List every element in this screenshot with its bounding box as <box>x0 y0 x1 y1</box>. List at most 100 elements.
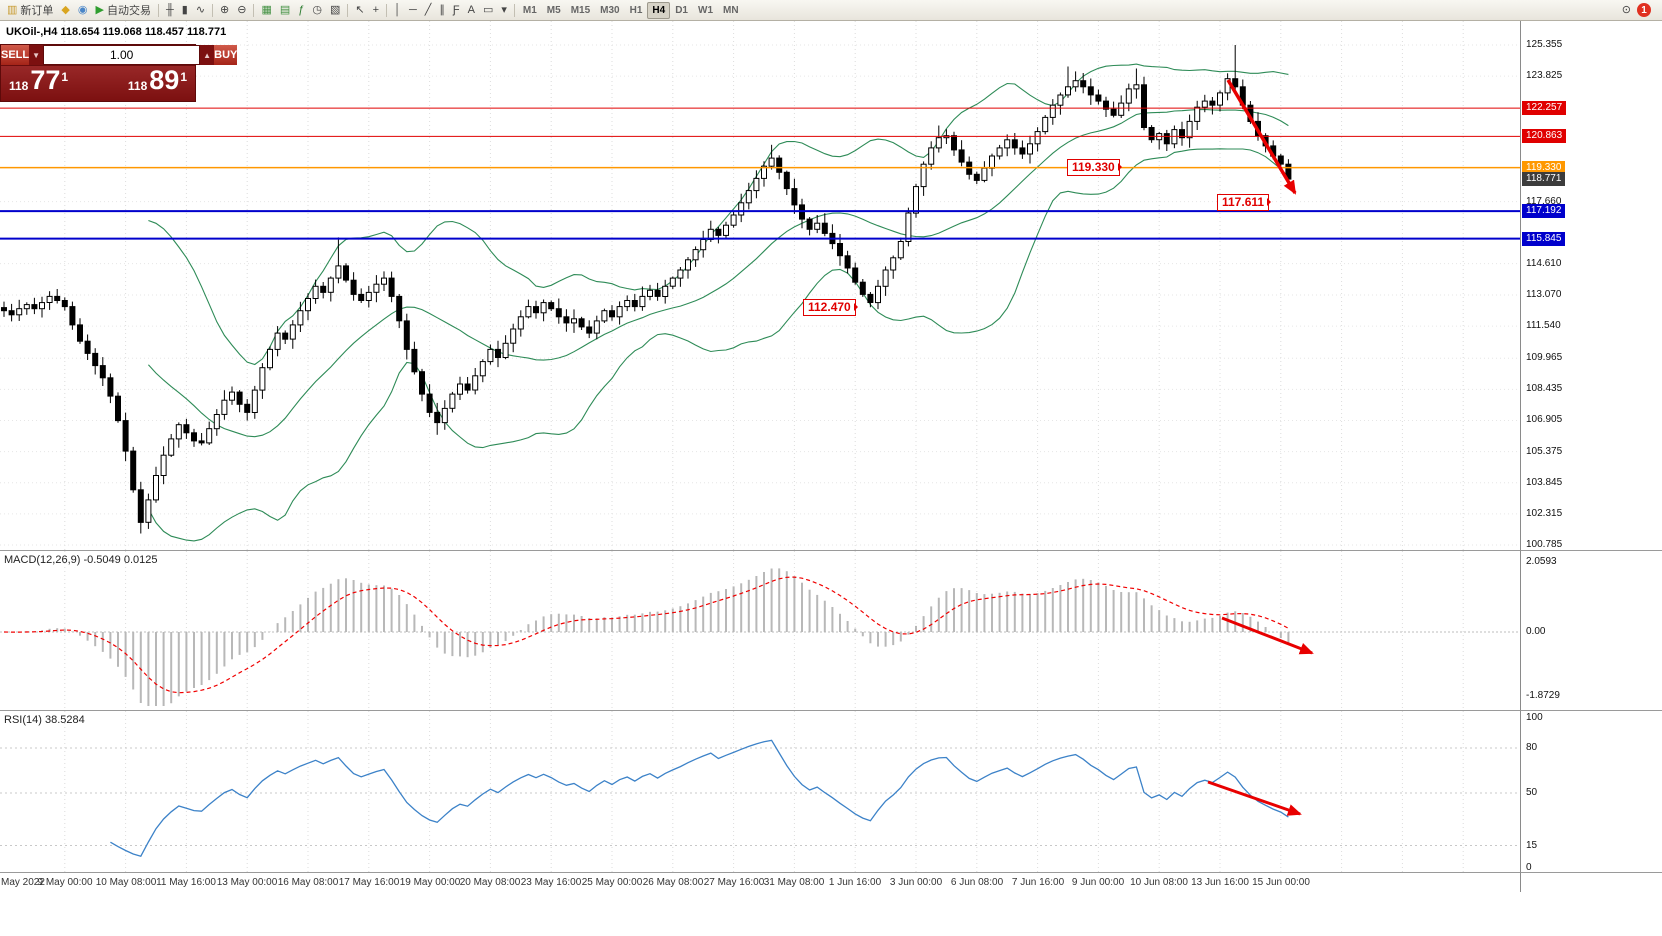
price-annotation[interactable]: 112.470 <box>803 299 858 316</box>
candlestick-chart-icon[interactable]: ▮ <box>178 2 192 19</box>
fibonacci-icon[interactable]: Ƒ <box>449 2 464 19</box>
fibonacci-icon: Ƒ <box>452 3 460 16</box>
shapes-dropdown-icon[interactable]: ▾ <box>497 2 511 19</box>
buy-price-small: 118 <box>127 79 148 93</box>
sell-price-big: 77 <box>30 65 61 95</box>
sell-price[interactable]: 118 77 1 <box>9 67 68 94</box>
volume-input[interactable] <box>43 45 201 65</box>
trade-prices-row: 118 77 1 118 89 1 <box>1 66 195 97</box>
time-label: 13 May 00:00 <box>216 877 278 888</box>
zoom-in-icon: ⊕ <box>220 3 230 16</box>
timeframe-m5-button[interactable]: M5 <box>546 4 561 16</box>
volume-increase-button[interactable]: ▲ <box>200 45 215 65</box>
buy-price-sup: 1 <box>180 70 187 84</box>
sell-price-small: 118 <box>9 79 29 93</box>
timeframe-m1-button[interactable]: M1 <box>522 4 537 16</box>
indicators-icon: ƒ <box>298 3 305 16</box>
metaeditor-icon[interactable]: ◆ <box>57 2 73 19</box>
timeframe-toolbar: M1 M5 M15 M30 H1 H4 D1 W1 MN <box>518 0 744 20</box>
trendline-icon[interactable]: ╱ <box>421 2 436 19</box>
cursor-icon[interactable]: ↖ <box>351 2 368 19</box>
zoom-in-icon[interactable]: ⊕ <box>216 2 233 19</box>
template-icon[interactable]: ▧ <box>326 2 344 19</box>
time-label: 26 May 08:00 <box>642 877 704 888</box>
rsi-panel[interactable]: RSI(14) 38.5284 <box>0 710 1520 872</box>
time-label: May 2022 <box>1 877 45 888</box>
price-scale-label: 103.845 <box>1526 477 1563 488</box>
search-icon[interactable]: ⊙ <box>1618 2 1635 19</box>
crosshair-icon: + <box>372 3 380 16</box>
period-icon[interactable]: ◷ <box>308 2 326 19</box>
time-axis[interactable]: May 2022 9 May 00:00 10 May 08:00 11 May 16… <box>0 872 1520 892</box>
toolbar-right-group: ⊙ 1 <box>1618 0 1659 20</box>
toolbar-separator <box>253 3 255 17</box>
label-icon: ▭ <box>482 3 494 16</box>
buy-price[interactable]: 118 89 1 <box>128 67 187 94</box>
rsi-scale-label: 15 <box>1526 840 1538 851</box>
zoom-out-icon[interactable]: ⊖ <box>233 2 250 19</box>
buy-button[interactable]: BUY <box>214 45 238 65</box>
horizontal-line-icon[interactable]: ─ <box>405 2 421 19</box>
price-scale-marker: 115.845 <box>1522 232 1566 246</box>
line-chart-icon[interactable]: ∿ <box>192 2 209 19</box>
timeframe-m15-button[interactable]: M15 <box>570 4 591 16</box>
price-scale-label: 114.610 <box>1526 258 1562 269</box>
main-toolbar: ▥ 新订单 ◆ ◉ ▶ 自动交易 ╫ ▮ ∿ ⊕ ⊖ ▦ ▤ ƒ ◷ ▧ ↖ + │ ─ ╱ ∥ Ƒ A ▭ ▾ M1 M5 M15 M… <box>0 0 1662 21</box>
horizontal-line-icon: ─ <box>408 3 417 16</box>
vertical-line-icon[interactable]: │ <box>390 2 405 19</box>
timeframe-mn-button[interactable]: MN <box>723 4 739 16</box>
rsi-scale-label: 80 <box>1526 742 1538 753</box>
indicators-icon[interactable]: ƒ <box>294 2 308 19</box>
candlestick-chart-icon: ▮ <box>181 3 188 16</box>
timeframe-h4-button[interactable]: H4 <box>647 1 671 19</box>
auto-arrange-icon[interactable]: ▤ <box>276 2 294 19</box>
autotrading-button[interactable]: ▶ 自动交易 <box>91 2 154 19</box>
text-icon[interactable]: A <box>464 2 479 19</box>
metaeditor-icon: ◆ <box>61 3 70 16</box>
time-label: 7 Jun 16:00 <box>1011 877 1065 888</box>
time-label: 10 May 08:00 <box>95 877 157 888</box>
time-label: 27 May 16:00 <box>703 877 765 888</box>
rsi-scale[interactable]: 100 80 50 15 0 <box>1520 710 1662 872</box>
timeframe-d1-button[interactable]: D1 <box>675 4 688 16</box>
time-label: 9 Jun 00:00 <box>1071 877 1125 888</box>
new-order-button[interactable]: ▥ 新订单 <box>3 2 57 19</box>
price-annotation[interactable]: 119.330 <box>1067 159 1122 176</box>
price-scale[interactable]: 125.355 123.825 122.257 120.863 119.330 118.7… <box>1520 21 1662 550</box>
bar-chart-icon[interactable]: ╫ <box>162 2 178 19</box>
community-icon[interactable]: ◉ <box>74 2 92 19</box>
toolbar-separator <box>212 3 214 17</box>
price-scale-label: 105.375 <box>1526 446 1563 457</box>
channel-icon[interactable]: ∥ <box>435 2 449 19</box>
candlestick-chart <box>0 21 1520 550</box>
macd-scale-label: 2.0593 <box>1526 556 1557 567</box>
timeframe-m30-button[interactable]: M30 <box>600 4 620 16</box>
time-label: 11 May 16:00 <box>156 877 216 888</box>
price-annotation[interactable]: 117.611 <box>1217 194 1272 211</box>
price-scale-marker: 117.192 <box>1522 204 1566 218</box>
rsi-scale-label: 50 <box>1526 787 1538 798</box>
time-label: 19 May 00:00 <box>399 877 461 888</box>
time-label: 10 Jun 08:00 <box>1130 877 1188 888</box>
notification-badge[interactable]: 1 <box>1637 3 1651 17</box>
label-icon[interactable]: ▭ <box>479 2 497 19</box>
rsi-scale-label: 100 <box>1526 712 1543 723</box>
macd-chart <box>0 551 1520 710</box>
community-icon: ◉ <box>77 3 88 16</box>
sell-button[interactable]: SELL <box>1 45 30 65</box>
scale-corner <box>1520 872 1662 892</box>
volume-stepper: ▼ ▲ <box>29 45 215 65</box>
macd-scale[interactable]: 2.0593 0.00 -1.8729 <box>1520 550 1662 710</box>
price-scale-label: 123.825 <box>1526 70 1563 81</box>
timeframe-w1-button[interactable]: W1 <box>698 4 713 16</box>
macd-panel[interactable]: MACD(12,26,9) -0.5049 0.0125 <box>0 550 1520 710</box>
crosshair-icon[interactable]: + <box>369 2 383 19</box>
tile-windows-icon[interactable]: ▦ <box>257 2 275 19</box>
cursor-icon: ↖ <box>355 3 365 16</box>
timeframe-h1-button[interactable]: H1 <box>629 4 643 16</box>
price-scale-marker: 122.257 <box>1522 101 1567 115</box>
volume-decrease-button[interactable]: ▼ <box>29 45 44 65</box>
price-chart-panel[interactable]: UKOil-,H4 118.654 119.068 118.457 118.77… <box>0 21 1520 550</box>
price-scale-label: 111.540 <box>1526 320 1561 331</box>
